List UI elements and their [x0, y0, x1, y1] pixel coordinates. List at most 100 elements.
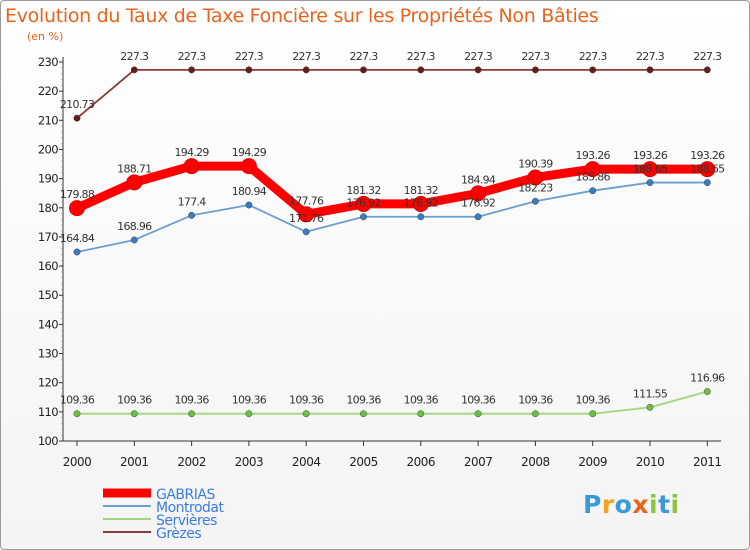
data-label: 179.88 — [60, 188, 95, 201]
data-point — [646, 66, 654, 74]
data-point — [531, 410, 539, 418]
data-label: 116.96 — [690, 372, 725, 385]
data-point — [360, 66, 367, 74]
y-tick-label: 220 — [38, 84, 58, 98]
y-tick-label: 140 — [38, 317, 58, 331]
data-point — [188, 211, 196, 219]
data-label: 188.65 — [633, 163, 668, 176]
legend-label: Montrodat — [156, 500, 224, 516]
data-point — [298, 206, 315, 223]
data-point — [417, 66, 425, 74]
y-tick-label: 190 — [38, 172, 58, 186]
data-label: 176.92 — [404, 197, 438, 210]
data-point — [699, 161, 716, 178]
x-tick-label: 2003 — [235, 455, 264, 469]
data-label: 171.76 — [289, 212, 324, 225]
series-line-gabrias — [72, 161, 712, 219]
data-point — [589, 187, 597, 195]
data-point — [642, 161, 658, 178]
legend-label: GABRIAS — [156, 487, 215, 503]
chart-title: Evolution du Taux de Taxe Foncière sur l… — [5, 5, 599, 27]
data-point — [646, 403, 654, 411]
data-label: 109.36 — [518, 394, 553, 407]
data-label: 109.36 — [289, 394, 324, 407]
data-label: 194.29 — [174, 146, 209, 159]
y-tick-label: 180 — [38, 201, 58, 215]
data-label: 109.36 — [461, 394, 496, 407]
data-point — [355, 195, 372, 212]
data-point — [302, 410, 310, 418]
proxiti-logo: Proxiti — [583, 490, 680, 519]
data-point — [188, 410, 196, 418]
data-label: 111.55 — [633, 387, 668, 400]
data-label: 109.36 — [232, 394, 267, 407]
logo-letter: P — [583, 490, 602, 519]
data-label: 227.3 — [178, 50, 207, 63]
legend-label: Servières — [156, 513, 217, 529]
y-tick-label: 230 — [38, 55, 58, 69]
x-tick-label: 2005 — [349, 455, 378, 469]
data-point — [417, 410, 425, 418]
data-label: 176.92 — [461, 197, 495, 210]
y-tick-label: 100 — [38, 434, 58, 448]
data-label: 227.3 — [693, 50, 722, 63]
data-label: 227.3 — [521, 50, 550, 63]
x-tick-label: 2007 — [464, 455, 493, 469]
data-label: 227.3 — [235, 50, 264, 63]
data-label: 109.36 — [404, 394, 439, 407]
data-point — [73, 114, 81, 122]
data-point — [646, 179, 654, 187]
data-label: 227.3 — [120, 50, 149, 63]
data-label: 227.3 — [292, 50, 321, 63]
data-label: 109.36 — [117, 394, 152, 407]
data-point — [130, 236, 138, 244]
data-label: 181.32 — [346, 184, 380, 197]
x-tick-label: 2008 — [521, 455, 550, 469]
data-label: 227.3 — [464, 50, 493, 63]
data-label: 210.73 — [60, 98, 95, 111]
x-tick-label: 2004 — [292, 455, 321, 469]
data-point — [73, 248, 81, 256]
x-tick-label: 2011 — [693, 455, 722, 469]
data-point — [474, 213, 482, 221]
unit-label: (en %) — [27, 30, 64, 43]
data-label: 227.3 — [350, 50, 379, 63]
data-label: 109.36 — [174, 394, 209, 407]
data-point — [589, 410, 597, 418]
y-tick-label: 160 — [38, 259, 58, 273]
x-tick-label: 2000 — [63, 455, 92, 469]
data-point — [302, 66, 310, 74]
data-point — [73, 410, 81, 418]
data-label: 190.39 — [518, 157, 553, 170]
logo-letter: i — [649, 490, 659, 519]
data-label: 164.84 — [60, 232, 95, 245]
data-point — [527, 169, 544, 186]
data-point — [474, 66, 482, 74]
data-label: 177.76 — [289, 194, 324, 207]
logo-letter: o — [614, 490, 633, 519]
data-label: 181.32 — [404, 184, 438, 197]
data-label: 227.3 — [579, 50, 608, 63]
logo-letter: t — [658, 490, 671, 519]
y-tick-label: 170 — [38, 230, 58, 244]
data-point — [245, 410, 253, 418]
y-tick-label: 150 — [38, 288, 58, 302]
data-label: 188.71 — [117, 162, 151, 175]
data-label: 188.65 — [690, 163, 725, 176]
data-label: 193.26 — [690, 149, 725, 162]
y-tick-label: 110 — [38, 405, 58, 419]
data-point — [69, 200, 85, 217]
data-label: 168.96 — [117, 220, 152, 233]
logo-letter: x — [632, 490, 649, 519]
x-tick-label: 2009 — [578, 455, 607, 469]
y-tick-label: 120 — [38, 376, 58, 390]
data-point — [584, 161, 601, 178]
data-label: 185.86 — [576, 171, 611, 184]
data-label: 109.36 — [346, 394, 381, 407]
x-tick-label: 2002 — [177, 455, 206, 469]
data-point — [245, 66, 253, 74]
y-tick-label: 200 — [38, 142, 58, 156]
data-label: 182.23 — [518, 181, 553, 194]
y-tick-label: 210 — [38, 113, 58, 127]
